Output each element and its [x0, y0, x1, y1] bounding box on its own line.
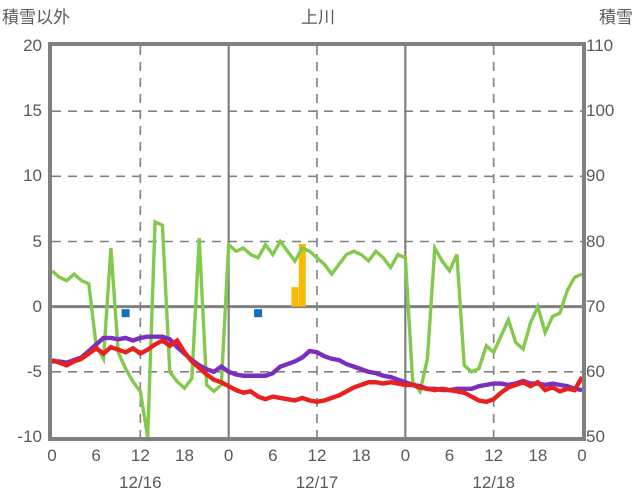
- weather-marker: [254, 309, 263, 318]
- x-tick-label: 12: [130, 446, 150, 465]
- right-axis-ticks: 110 100 90 80 70 60 50: [586, 37, 636, 445]
- x-tick-label: 18: [528, 446, 548, 465]
- plot-area: [48, 42, 586, 441]
- precipitation-bar: [298, 244, 306, 307]
- day-label: 12/18: [472, 473, 515, 492]
- left-tick-label: -5: [26, 361, 42, 381]
- x-tick-label: 0: [400, 446, 411, 465]
- x-tick-label: 6: [268, 446, 278, 465]
- plot-svg: [52, 46, 582, 437]
- left-tick-label: 20: [23, 36, 42, 55]
- x-tick-label: 18: [175, 446, 194, 465]
- x-tick-label: 0: [223, 446, 234, 465]
- day-label: 12/16: [119, 473, 162, 492]
- weather-marker: [121, 309, 130, 318]
- x-tick-label: 0: [577, 446, 587, 465]
- right-tick-label: 100: [586, 101, 615, 121]
- left-axis-title: 積雪以外: [2, 8, 70, 27]
- x-axis-day-labels: 12/16 12/17 12/18: [0, 474, 636, 498]
- right-axis-title: 積雪: [599, 8, 633, 27]
- left-tick-label: -10: [17, 427, 42, 446]
- x-tick-label: 18: [351, 446, 371, 465]
- temperature-line: [52, 337, 582, 405]
- day-label: 12/17: [295, 473, 339, 492]
- x-axis-ticks: 0 6 12 18 0 6 12 18 0 6 12 18 0: [0, 447, 636, 471]
- x-tick-label: 6: [91, 446, 101, 465]
- chart-title: 上川: [301, 8, 335, 27]
- x-tick-label: 0: [47, 446, 57, 465]
- plot-inner: [52, 46, 582, 437]
- precipitation-bar: [291, 287, 299, 307]
- x-tick-label: 12: [307, 446, 327, 465]
- left-tick-label: 5: [32, 231, 42, 251]
- right-tick-label: 110: [586, 36, 614, 55]
- right-tick-label: 70: [586, 296, 605, 316]
- x-tick-label: 12: [484, 446, 504, 465]
- right-tick-label: 80: [586, 231, 605, 251]
- left-tick-label: 10: [23, 166, 42, 186]
- x-tick-label: 6: [444, 446, 455, 465]
- right-tick-label: 50: [586, 427, 605, 446]
- left-tick-label: 0: [32, 296, 42, 316]
- right-tick-label: 90: [586, 166, 605, 186]
- dew-point-line: [52, 334, 582, 393]
- right-tick-label: 60: [586, 361, 605, 381]
- left-tick-label: 15: [23, 101, 42, 121]
- left-axis-ticks: 20 15 10 5 0 -5 -10: [0, 37, 42, 445]
- snow-depth-line: [52, 219, 582, 437]
